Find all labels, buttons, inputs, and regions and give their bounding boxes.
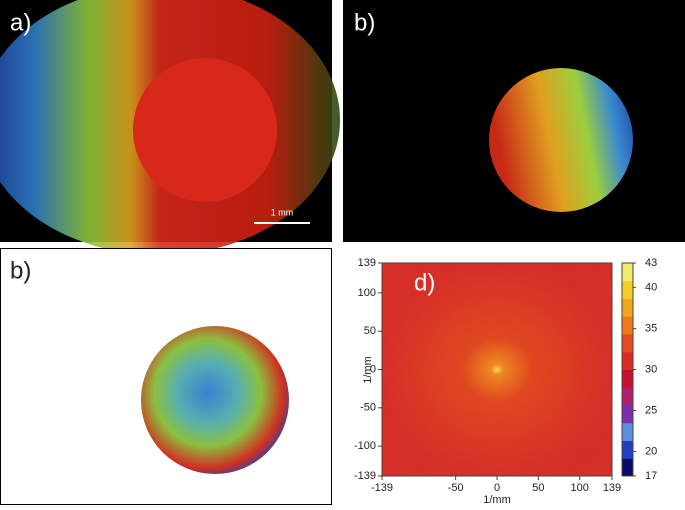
colorbar-tick-label: 17 [645,470,657,482]
scale-bar-label: 1 mm [271,207,294,217]
y-tick-label: 139 [358,257,376,269]
panel-b2: b) [0,248,332,505]
y-tick-label: -100 [354,440,376,452]
colorbar-tick-label: 35 [645,322,657,334]
colorbar-segment [622,422,633,441]
colorbar-tick-label: 30 [645,363,657,375]
colorbar-tick-label: 43 [645,257,657,269]
y-tick-label: 50 [364,325,376,337]
colorbar-segment [622,334,633,353]
x-tick-label: 0 [494,482,500,494]
y-axis-label: 1/mm [362,356,374,384]
colorbar-segment [622,280,633,299]
colorbar-segment [622,387,633,406]
colorbar-segment [622,316,633,335]
colorbar-tick-label: 25 [645,404,657,416]
y-tick-label: 0 [370,363,376,375]
panel-a: a) 1 mm [0,0,340,255]
colorbar-segment [622,351,633,370]
y-tick-label: 100 [358,287,376,299]
x-tick-label: -139 [371,482,393,494]
panel-b: b) [343,0,685,242]
panel-d: d) 1/mm 1/mm [362,262,613,506]
colorbar-segment [622,369,633,388]
x-tick-label: -50 [448,482,464,494]
x-tick-label: 50 [532,482,544,494]
panel-label: a) [10,9,31,36]
colorbar-segment [622,458,633,477]
y-tick-label: -139 [354,470,376,482]
x-tick-label: 100 [571,482,589,494]
colorbar-tick-label: 40 [645,281,657,293]
colorbar-segment [622,298,633,317]
x-axis-label: 1/mm [483,494,511,506]
colorbar-segment [622,440,633,459]
colorbar-segment [622,405,633,424]
panel-label: b) [354,9,375,36]
colorbar-tick-label: 20 [645,445,657,457]
x-tick-label: 139 [603,482,621,494]
panel-label: d) [414,269,435,296]
y-tick-label: -50 [360,402,376,414]
panel-label: b) [10,257,31,284]
colorbar-segment [622,263,633,282]
